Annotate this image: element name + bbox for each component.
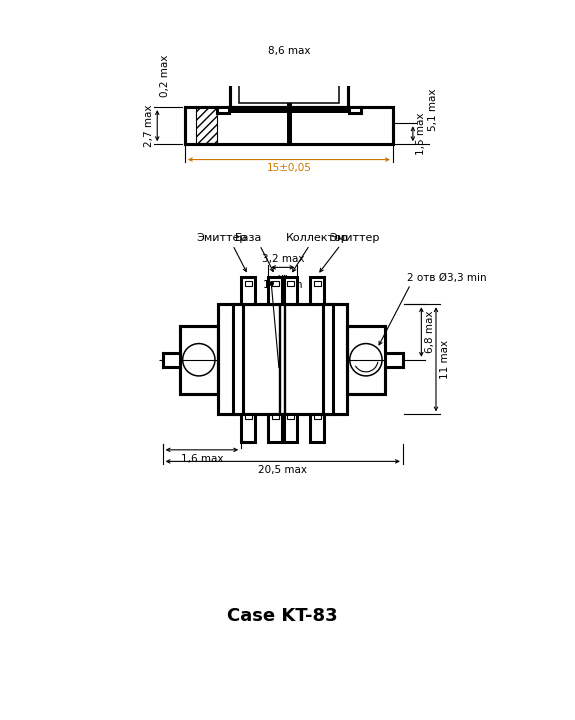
Bar xyxy=(217,107,229,113)
Bar xyxy=(185,107,393,144)
Bar xyxy=(245,282,252,286)
Bar xyxy=(382,352,403,366)
Text: 11 max: 11 max xyxy=(440,340,450,379)
Bar xyxy=(239,81,339,102)
Bar xyxy=(181,326,218,394)
Bar xyxy=(272,415,279,419)
Text: 8,6 max: 8,6 max xyxy=(268,45,310,55)
Bar xyxy=(315,415,321,419)
Bar xyxy=(310,276,324,305)
Text: 3,2 max: 3,2 max xyxy=(262,254,304,264)
Text: База: База xyxy=(235,233,262,243)
Bar xyxy=(241,276,255,305)
Bar xyxy=(288,282,294,286)
Text: 6,8 max: 6,8 max xyxy=(425,311,435,354)
Text: 1,0 min: 1,0 min xyxy=(263,280,302,290)
Bar xyxy=(323,305,333,415)
Bar xyxy=(181,326,218,394)
Bar xyxy=(347,326,385,394)
Text: Коллектор: Коллектор xyxy=(286,233,349,243)
Bar xyxy=(286,104,292,144)
Text: 0,2 max: 0,2 max xyxy=(160,55,170,96)
Bar xyxy=(283,276,297,305)
Bar xyxy=(268,415,282,442)
Text: Эмиттер: Эмиттер xyxy=(196,233,246,243)
Bar xyxy=(241,415,255,442)
Text: 1,6 max: 1,6 max xyxy=(181,454,223,464)
Bar xyxy=(283,415,297,442)
Bar xyxy=(245,415,252,419)
Text: 2 отв Ø3,3 min: 2 отв Ø3,3 min xyxy=(407,273,486,283)
Text: 15±0,05: 15±0,05 xyxy=(266,163,311,173)
Bar xyxy=(229,74,348,107)
Bar xyxy=(315,282,321,286)
Text: Эмиттер: Эмиттер xyxy=(329,233,380,243)
Bar xyxy=(185,107,393,144)
Text: Case KT-83: Case KT-83 xyxy=(228,607,338,625)
Bar xyxy=(229,74,348,107)
Bar xyxy=(233,305,243,415)
Text: 5,1 max: 5,1 max xyxy=(428,89,438,131)
Bar xyxy=(163,352,183,366)
Bar xyxy=(229,74,348,81)
Text: 2,7 max: 2,7 max xyxy=(144,104,154,147)
Bar xyxy=(268,276,282,305)
Bar xyxy=(310,415,324,442)
Text: 1,5 max: 1,5 max xyxy=(416,113,426,156)
Bar xyxy=(272,282,279,286)
Bar xyxy=(347,326,385,394)
Bar xyxy=(288,415,294,419)
Bar xyxy=(218,305,347,415)
Bar xyxy=(349,107,361,113)
Bar xyxy=(229,74,348,81)
Bar xyxy=(229,106,348,113)
Bar xyxy=(218,305,347,415)
Text: 20,5 max: 20,5 max xyxy=(258,465,307,475)
Bar xyxy=(196,107,217,143)
